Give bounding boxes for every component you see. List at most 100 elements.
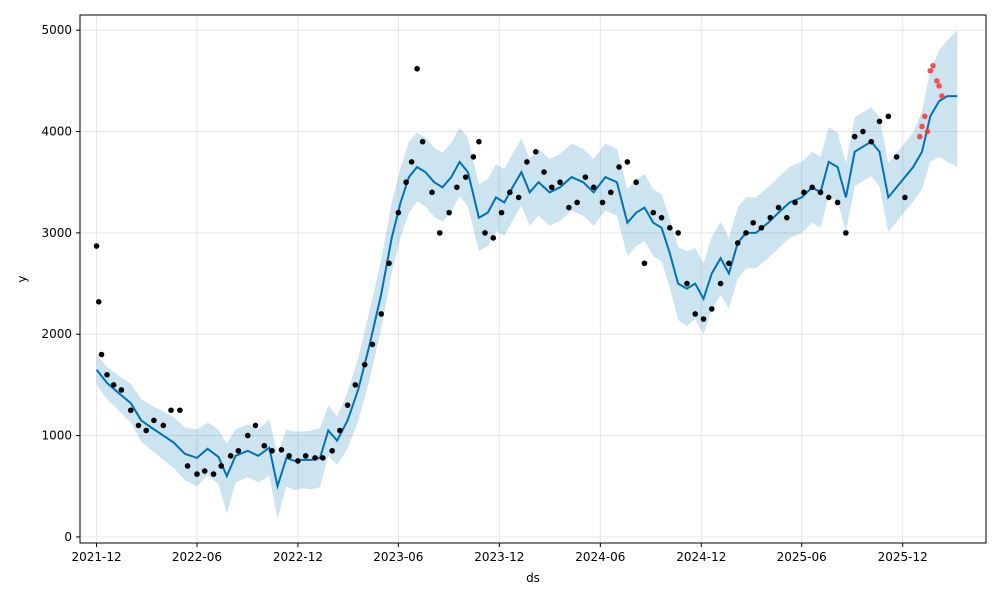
observed-point (436, 230, 443, 236)
observed-point (95, 299, 102, 305)
observed-point (352, 382, 359, 388)
recent-point (921, 113, 928, 120)
observed-point (876, 118, 883, 125)
observed-point (809, 184, 815, 191)
observed-point (566, 204, 572, 211)
recent-points (916, 62, 945, 140)
x-tick-label: 2025-06 (777, 550, 827, 564)
observed-point (607, 189, 614, 196)
observed-point (667, 225, 673, 231)
uncertainty-band (96, 30, 958, 519)
observed-point (726, 260, 732, 267)
observed-point (312, 455, 318, 461)
observed-point (104, 371, 110, 378)
observed-point (244, 432, 251, 439)
observed-point (708, 306, 715, 312)
observed-point (118, 387, 125, 393)
observed-point (624, 159, 631, 165)
observed-point (269, 447, 275, 454)
y-tick-label: 4000 (41, 125, 72, 139)
recent-point (927, 67, 934, 74)
observed-point (633, 179, 639, 186)
observed-point (641, 260, 648, 267)
x-axis-label: ds (526, 571, 540, 585)
x-tick-label: 2024-12 (676, 550, 726, 564)
observed-point (476, 138, 482, 145)
observed-point (675, 230, 681, 236)
observed-point (902, 194, 908, 201)
observed-point (98, 351, 105, 358)
observed-point (194, 471, 200, 477)
observed-point (868, 138, 875, 145)
observed-point (419, 138, 426, 145)
observed-point (498, 209, 505, 216)
observed-point (758, 225, 765, 231)
observed-point (160, 422, 167, 429)
observed-point (784, 214, 790, 221)
observed-point (743, 230, 749, 236)
observed-point (548, 184, 555, 191)
observed-point (395, 209, 402, 216)
observed-point (582, 174, 589, 180)
observed-point (515, 194, 522, 201)
y-axis: 0 1000 2000 3000 4000 5000 (41, 23, 80, 544)
observed-point (252, 422, 259, 429)
observed-point (616, 164, 622, 170)
observed-point (429, 189, 435, 196)
x-tick-label: 2022-12 (273, 550, 323, 564)
x-tick-label: 2023-12 (474, 550, 524, 564)
uncertainty-band-area (96, 30, 958, 519)
observed-point (286, 453, 292, 459)
observed-points (93, 65, 908, 477)
x-tick-label: 2023-06 (373, 550, 423, 564)
x-tick-label: 2025-12 (878, 550, 928, 564)
x-axis: 2021-12 2022-06 2022-12 2023-06 2023-12 2024-… (71, 543, 928, 564)
observed-point (344, 402, 351, 408)
recent-point (919, 123, 925, 130)
observed-point (792, 199, 798, 206)
y-axis-label: y (15, 275, 29, 282)
observed-point (817, 189, 824, 196)
recent-point (939, 93, 945, 99)
forecast-line-group (95, 95, 958, 491)
observed-point (801, 189, 807, 196)
observed-point (825, 194, 832, 201)
observed-point (700, 316, 707, 322)
observed-point (168, 407, 174, 414)
observed-point (218, 463, 225, 469)
observed-point (184, 463, 191, 469)
observed-point (369, 341, 376, 348)
observed-point (361, 361, 368, 368)
observed-point (650, 209, 657, 216)
observed-point (557, 179, 563, 186)
observed-point (454, 184, 460, 191)
observed-point (590, 184, 597, 191)
observed-point (386, 260, 392, 267)
recent-point (916, 133, 923, 140)
recent-point (924, 128, 931, 135)
observed-point (177, 407, 183, 414)
y-tick-label: 5000 (41, 23, 72, 37)
observed-point (692, 311, 699, 317)
x-tick-label: 2024-06 (575, 550, 625, 564)
observed-point (93, 243, 100, 249)
observed-point (127, 407, 134, 414)
recent-point (934, 78, 940, 84)
observed-point (403, 179, 409, 186)
observed-point (532, 149, 539, 155)
observed-point (684, 280, 690, 287)
observed-point (151, 417, 157, 424)
observed-point (110, 382, 117, 388)
observed-point (414, 65, 420, 72)
observed-point (734, 240, 741, 246)
y-tick-label: 0 (64, 530, 72, 544)
observed-point (278, 446, 285, 453)
observed-point (227, 453, 234, 459)
recent-point (936, 83, 942, 89)
observed-point (524, 159, 530, 165)
observed-point (319, 455, 326, 461)
observed-point (235, 447, 242, 454)
observed-point (135, 422, 142, 429)
